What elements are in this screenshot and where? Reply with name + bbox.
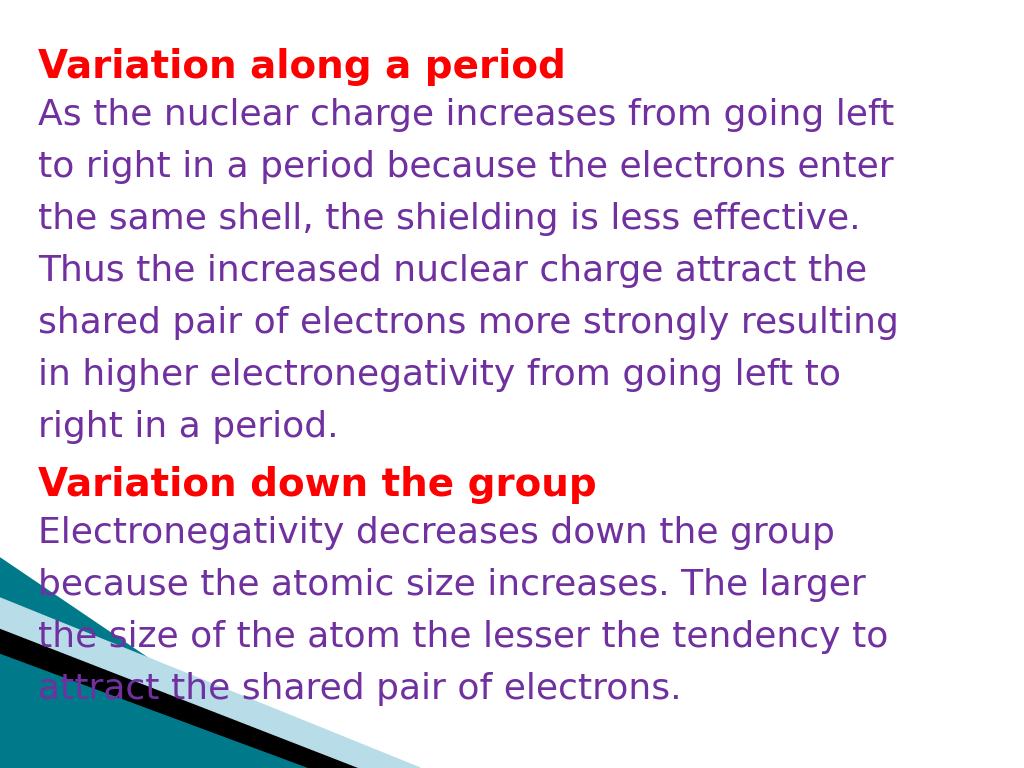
Polygon shape	[0, 558, 310, 768]
Text: As the nuclear charge increases from going left: As the nuclear charge increases from goi…	[38, 98, 894, 132]
Polygon shape	[0, 598, 420, 768]
Text: attract the shared pair of electrons.: attract the shared pair of electrons.	[38, 672, 682, 706]
Text: Variation down the group: Variation down the group	[38, 466, 597, 504]
Text: shared pair of electrons more strongly resulting: shared pair of electrons more strongly r…	[38, 306, 899, 340]
Text: Electronegativity decreases down the group: Electronegativity decreases down the gro…	[38, 516, 835, 550]
Text: because the atomic size increases. The larger: because the atomic size increases. The l…	[38, 568, 865, 602]
Text: in higher electronegativity from going left to: in higher electronegativity from going l…	[38, 358, 841, 392]
Polygon shape	[0, 628, 360, 768]
Text: right in a period.: right in a period.	[38, 410, 339, 444]
Text: to right in a period because the electrons enter: to right in a period because the electro…	[38, 150, 894, 184]
Text: the size of the atom the lesser the tendency to: the size of the atom the lesser the tend…	[38, 620, 889, 654]
Text: the same shell, the shielding is less effective.: the same shell, the shielding is less ef…	[38, 202, 860, 236]
Text: Thus the increased nuclear charge attract the: Thus the increased nuclear charge attrac…	[38, 254, 867, 288]
Text: Variation along a period: Variation along a period	[38, 48, 566, 86]
